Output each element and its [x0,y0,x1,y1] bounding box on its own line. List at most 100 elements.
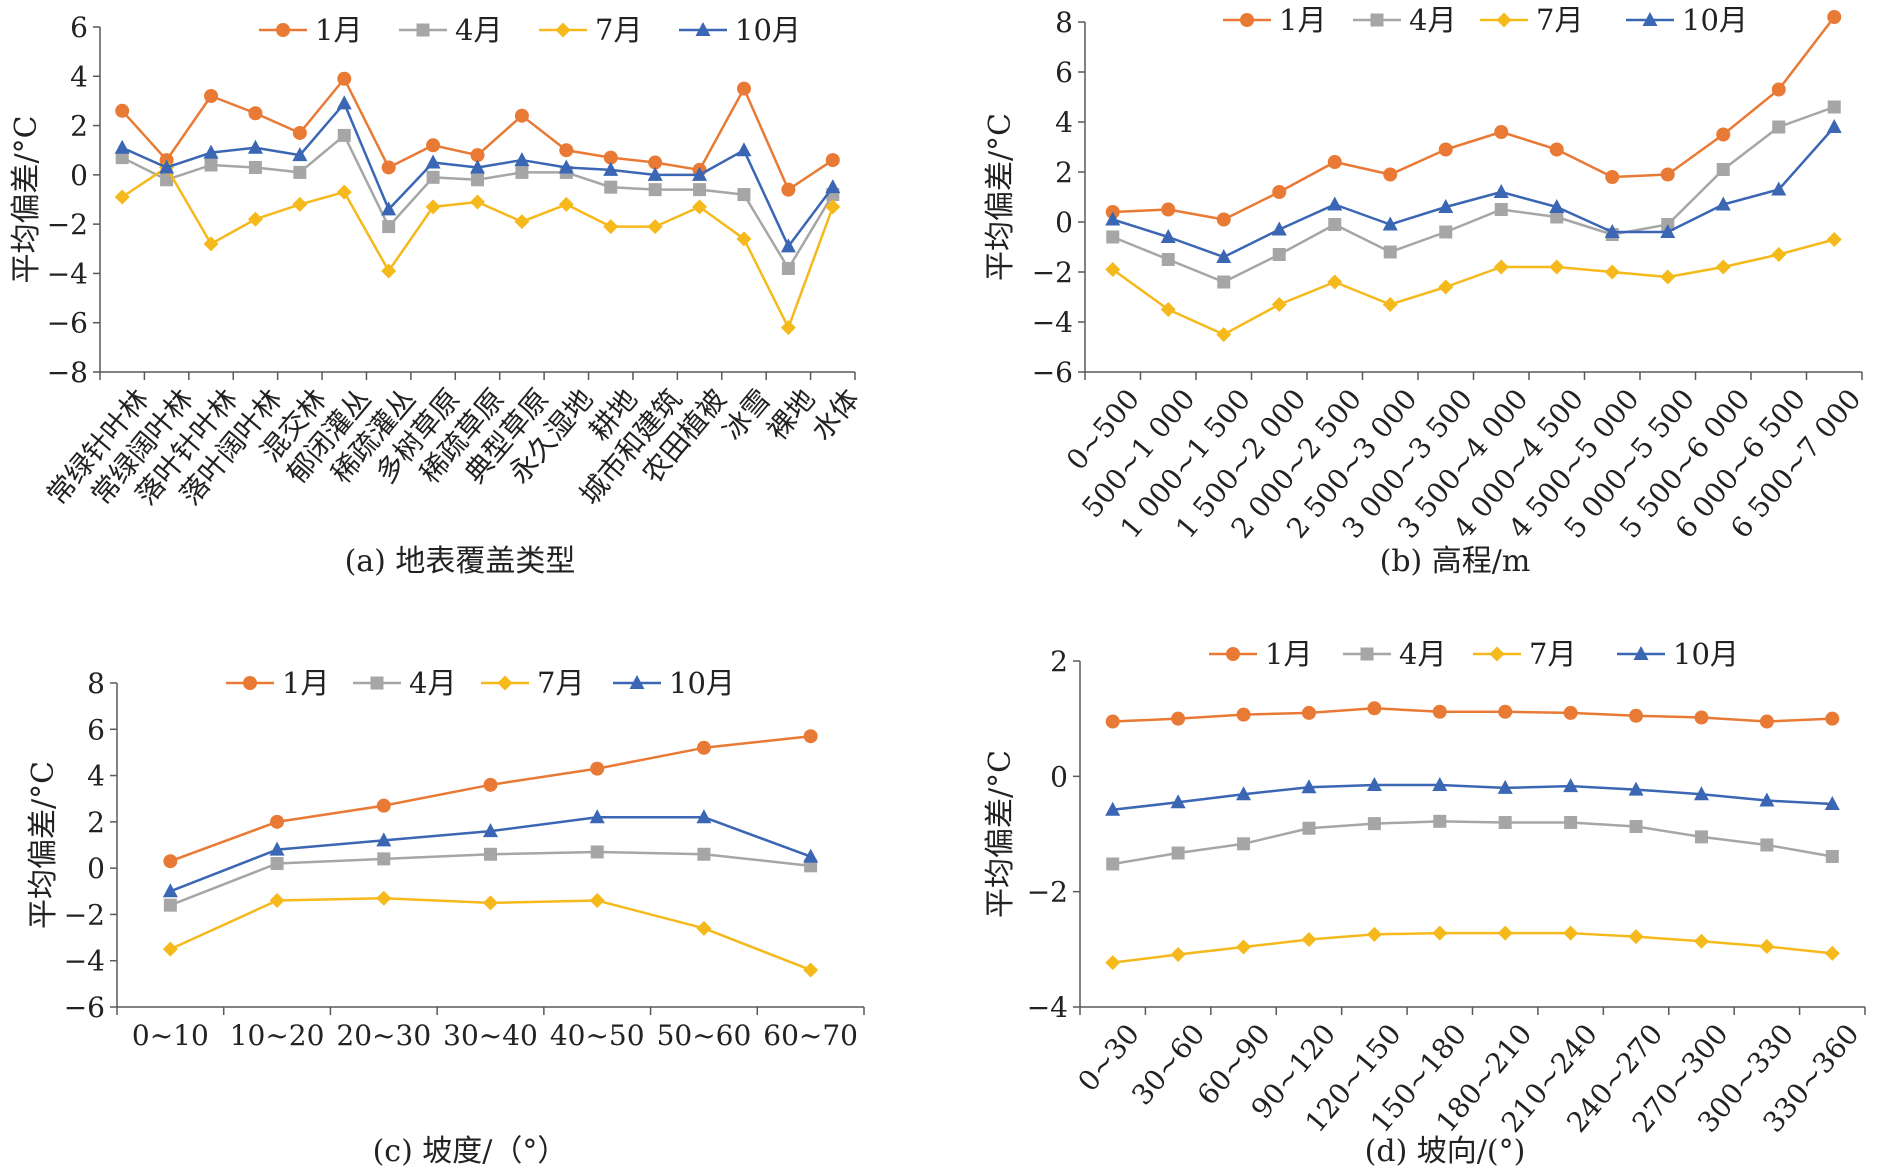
x-tick-label: 冰雪 [716,383,777,447]
data-point [1105,262,1121,277]
data-point [1493,259,1509,275]
data-point [781,182,796,197]
data-point [1301,705,1316,720]
data-point [1105,211,1121,226]
data-point [780,320,796,336]
data-point [1160,229,1176,243]
data-point [1494,125,1509,139]
data-point [804,859,818,873]
data-point [1759,714,1774,729]
data-point [1715,196,1731,211]
data-point [1105,801,1121,816]
data-point [376,798,391,813]
legend-marker [1642,12,1658,26]
y-tick-label: −2 [1027,876,1068,909]
data-point [1550,210,1564,224]
chart-caption: (b) 高程/m [1380,544,1531,579]
data-point [514,108,529,123]
data-point [160,173,174,187]
data-point [1563,925,1579,941]
data-point [1549,199,1565,213]
data-point [1759,792,1775,807]
data-point [115,151,129,165]
data-point [1383,245,1397,259]
data-point [647,166,663,181]
legend-item: 7月 [1473,637,1576,671]
series-7月 [1105,232,1842,342]
legend-label: 1月 [282,666,329,700]
x-tick-label: 水体 [805,383,866,447]
data-point [1216,327,1232,342]
data-point [514,214,530,230]
legend-item: 10月 [679,13,801,47]
data-point [1716,163,1730,176]
data-point [1171,711,1186,726]
data-point [514,152,530,167]
data-point [1302,821,1316,835]
data-point [803,729,818,744]
data-point [1438,279,1454,295]
series-1月 [1105,701,1840,729]
legend-marker [1489,646,1505,662]
series-line [1112,820,1833,866]
data-point [697,847,711,861]
legend-item: 4月 [399,13,502,47]
y-tick-label: 0 [1050,760,1068,793]
legend-label: 1月 [315,13,362,47]
data-point [781,262,795,275]
y-tick-label: 6 [1055,56,1073,89]
data-point [1660,269,1676,285]
data-point [336,184,352,200]
legend: 1月 4月 7月 10月 [1209,637,1739,671]
legend: 1月 4月 7月 10月 [226,666,735,700]
data-point [1106,230,1120,244]
data-point [1760,838,1774,852]
data-point [1693,786,1709,801]
data-point [1564,815,1578,829]
data-point [1327,196,1343,211]
legend-marker [1370,13,1384,27]
data-point [647,219,663,235]
legend-marker [1226,647,1240,661]
data-point [590,845,604,859]
y-tick-label: 0 [87,852,105,885]
series-4月 [163,845,818,912]
legend-label: 10月 [669,666,735,700]
data-point [381,201,397,216]
x-tick-label: 裸地 [760,383,821,447]
data-point [1605,170,1620,184]
data-point [248,106,263,121]
chart-caption: (a) 地表覆盖类型 [345,544,576,579]
y-tick-label: 8 [1055,6,1073,39]
legend-item: 1月 [226,666,329,700]
data-point [803,848,819,863]
data-point [1171,846,1185,860]
data-point [1216,249,1232,263]
legend-label: 10月 [1682,3,1748,37]
data-point [292,147,308,162]
data-point [1170,947,1186,963]
data-point [1272,248,1286,261]
data-point [1693,933,1709,949]
data-point [1497,779,1513,794]
y-tick-label: −8 [47,356,88,389]
legend-item: 10月 [1617,637,1739,671]
chart-caption: (d) 坡向/(°) [1365,1134,1526,1169]
y-tick-label: −6 [1032,356,1073,389]
chart-panel-1: 6420−2−4−6−8常绿针叶林常绿阔叶林落叶针叶林落叶阔叶林混交林郁闭灌丛稀… [9,11,866,579]
series-line [1112,238,1835,336]
data-point [1106,857,1120,871]
data-point [589,893,605,909]
data-point [559,143,574,158]
data-point [114,139,130,154]
legend-marker [243,676,257,690]
data-point [825,199,841,215]
data-point [1660,224,1676,238]
data-point [1628,781,1644,796]
y-tick-label: 4 [87,760,105,793]
data-point [1160,302,1176,317]
data-point [737,188,751,202]
data-point [1826,119,1842,133]
data-point [1301,932,1317,948]
x-tick-label: 30~40 [443,1019,538,1052]
